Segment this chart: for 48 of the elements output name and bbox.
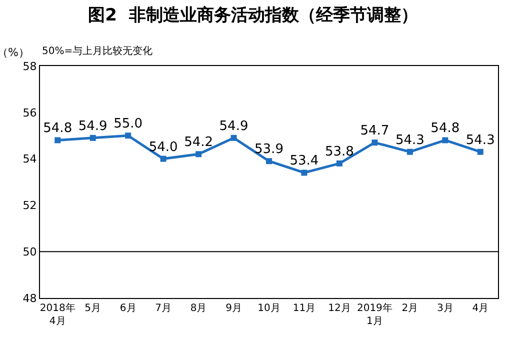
x-tick-label: 2月 xyxy=(402,303,418,314)
x-tick-label: 2019年 1月 xyxy=(356,302,392,327)
point xyxy=(54,137,61,144)
data-label: 54.3 xyxy=(466,132,495,148)
x-tick-label: 7月 xyxy=(155,303,172,314)
point xyxy=(90,134,96,141)
y-tick-label: 56 xyxy=(22,106,37,120)
point xyxy=(442,137,448,144)
x-tick-label: 8月 xyxy=(190,303,207,314)
point xyxy=(406,148,413,155)
chart-title: 图2 非制造业商务活动指数（经季节调整） xyxy=(88,5,418,26)
y-tick-label: 52 xyxy=(22,199,37,212)
x-tick-label: 12月 xyxy=(328,303,351,314)
data-label: 54.8 xyxy=(430,121,460,136)
point xyxy=(196,151,202,158)
x-tick-label: 3月 xyxy=(436,303,454,314)
data-label: 54.0 xyxy=(148,140,178,155)
data-label: 53.9 xyxy=(254,142,284,158)
x-tick-label: 4月 xyxy=(472,303,489,314)
point xyxy=(160,156,166,162)
text: 50%=与上月比较无变化 xyxy=(42,45,153,57)
data-label: 53.8 xyxy=(324,144,354,160)
point xyxy=(336,160,342,166)
x-tick-label: 9月 xyxy=(226,303,242,314)
y-tick-label: 54 xyxy=(22,152,37,166)
data-label: 53.4 xyxy=(290,154,319,169)
point xyxy=(230,134,237,141)
x-tick-label: 11月 xyxy=(292,303,316,314)
data-label: 54.7 xyxy=(360,124,390,139)
point xyxy=(477,148,484,155)
y-tick-label: 58 xyxy=(22,60,37,73)
point xyxy=(301,170,308,176)
point xyxy=(266,158,272,164)
y-axis-title: （%） xyxy=(0,46,30,59)
data-label: 55.0 xyxy=(114,116,143,132)
x-tick-label: 6月 xyxy=(120,303,136,314)
data-label: 54.2 xyxy=(184,135,214,150)
data-label: 54.9 xyxy=(78,118,108,134)
point xyxy=(125,132,132,139)
data-label: 54.8 xyxy=(43,121,72,136)
x-tick-label: 5月 xyxy=(84,303,102,314)
point xyxy=(372,140,378,146)
y-tick-label: 50 xyxy=(22,245,37,258)
x-tick-label: 10月 xyxy=(258,303,280,314)
y-tick-label: 48 xyxy=(22,292,37,305)
data-label: 54.3 xyxy=(395,132,424,148)
x-tick-label: 2018年 4月 xyxy=(40,302,76,327)
data-label: 54.9 xyxy=(219,118,248,134)
